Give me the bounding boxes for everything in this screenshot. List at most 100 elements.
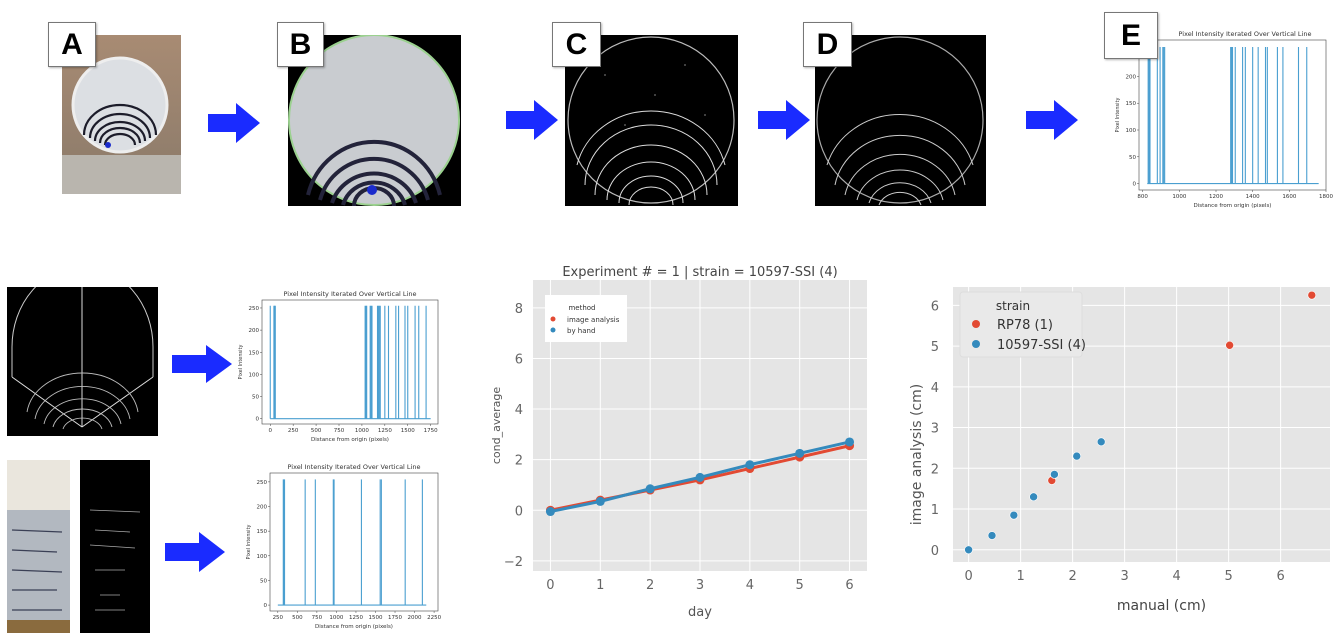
legend-title: strain [996,299,1030,313]
legend-marker [550,327,556,333]
y-tick-label: 150 [257,529,268,535]
x-tick-label: 1000 [329,615,343,621]
legend-label: by hand [567,327,595,335]
x-tick-label: 1000 [355,428,369,434]
x-tick-label: 5 [1224,569,1232,584]
arrow-right-icon [506,100,558,140]
y-tick-label: 0 [264,603,268,609]
x-tick-label: 3 [696,578,704,593]
data-point [845,437,855,447]
intensity-chart-3: Pixel Intensity Iterated Over Vertical L… [246,463,442,630]
data-point [987,531,997,540]
data-point [1072,451,1082,461]
y-tick-label: 50 [260,578,267,584]
y-axis-label: Pixel Intensity [246,525,252,560]
x-tick-label: 1250 [378,428,392,434]
legend-box [959,291,1083,358]
growth-line-chart: 0 1 2 3 4 5 6 −2 0 2 4 6 8 Experiment # = 1 | strain … [490,265,867,620]
y-tick-label: 3 [931,422,939,437]
panel-e-intensity-chart: Pixel Intensity Iterated Over Vertical L… [1115,30,1333,209]
panel-c-label: C [552,22,601,67]
x-tick-label: 1500 [401,428,415,434]
x-tick-label: 0 [546,578,554,593]
x-tick-label: 1800 [1319,194,1333,200]
legend-box [545,295,627,342]
legend-label: 10597-SSI (4) [997,338,1086,353]
x-axis-label: Distance from origin (pixels) [315,624,393,630]
y-tick-label: 8 [515,302,523,317]
x-tick-label: 500 [292,615,303,621]
data-point [1225,340,1234,350]
y-tick-label: 50 [1129,155,1136,161]
x-tick-label: 6 [1276,569,1284,584]
y-tick-label: 250 [257,480,268,486]
panel-b-cropped-plate [288,35,461,206]
data-point [795,448,805,458]
x-tick-label: 250 [273,615,284,621]
x-tick-label: 2250 [427,615,441,621]
x-tick-label: 2 [646,578,654,593]
data-point [745,460,755,470]
edge-image-with-scan-lines [7,287,158,436]
legend-marker [972,340,980,348]
y-tick-label: 150 [1126,101,1137,107]
y-tick-label: 4 [515,403,523,418]
y-tick-label: 200 [257,505,268,511]
y-tick-label: 2 [515,454,523,469]
chart-title: Experiment # = 1 | strain = 10597-SSI (4… [562,265,837,280]
data-point [545,507,555,517]
x-tick-label: 5 [796,578,804,593]
x-tick-label: 0 [964,569,972,584]
x-tick-label: 1 [1016,569,1024,584]
panel-b-label: B [277,22,324,67]
y-tick-label: 6 [931,299,939,314]
x-tick-label: 4 [1172,569,1180,584]
panel-d-label: D [803,22,852,67]
x-axis-label: manual (cm) [1117,598,1206,614]
y-tick-label: 50 [252,395,259,401]
data-point [1009,510,1019,520]
x-axis-label: Distance from origin (pixels) [311,437,389,443]
panel-a-photo [62,35,181,194]
data-point [1307,290,1317,300]
y-tick-label: 4 [931,381,939,396]
tube-edge-image [80,460,150,633]
panel-e-label: E [1104,12,1158,59]
data-point [595,496,605,506]
data-point [645,484,655,494]
arrow-right-icon [208,103,260,143]
y-axis-label: Pixel Intensity [238,345,244,380]
x-tick-label: 2 [1068,569,1076,584]
y-tick-label: 200 [1126,74,1137,80]
x-axis-label: day [688,605,712,620]
panel-a-label: A [48,22,96,67]
x-tick-label: 500 [311,428,322,434]
x-tick-label: 1000 [1172,194,1186,200]
y-tick-label: 0 [931,544,939,559]
x-tick-label: 1 [596,578,604,593]
x-tick-label: 4 [746,578,754,593]
x-tick-label: 1750 [388,615,402,621]
data-point [1029,492,1038,502]
method-comparison-scatter: 0 1 2 3 4 5 6 0 1 2 3 4 5 6 manual (cm) image analysis … [909,287,1330,614]
data-point [964,545,973,555]
y-tick-label: 5 [931,340,939,355]
x-tick-label: 0 [269,428,273,434]
legend-label: image analysis [567,316,620,324]
data-point [1050,470,1059,479]
legend-label: RP78 (1) [997,318,1053,333]
y-tick-label: 2 [931,462,939,477]
x-axis-label: Distance from origin (pixels) [1194,203,1272,209]
arrow-right-icon [1026,100,1078,140]
y-tick-label: 100 [1126,128,1137,134]
y-axis-label: Pixel Intensity [1115,98,1121,133]
x-tick-label: 750 [312,615,323,621]
x-tick-label: 1750 [424,428,438,434]
x-tick-label: 1400 [1246,194,1260,200]
y-tick-label: 0 [1133,182,1137,188]
arrow-right-icon [165,532,225,572]
arrow-right-icon [758,100,810,140]
x-tick-label: 750 [334,428,345,434]
legend-marker [972,320,980,328]
